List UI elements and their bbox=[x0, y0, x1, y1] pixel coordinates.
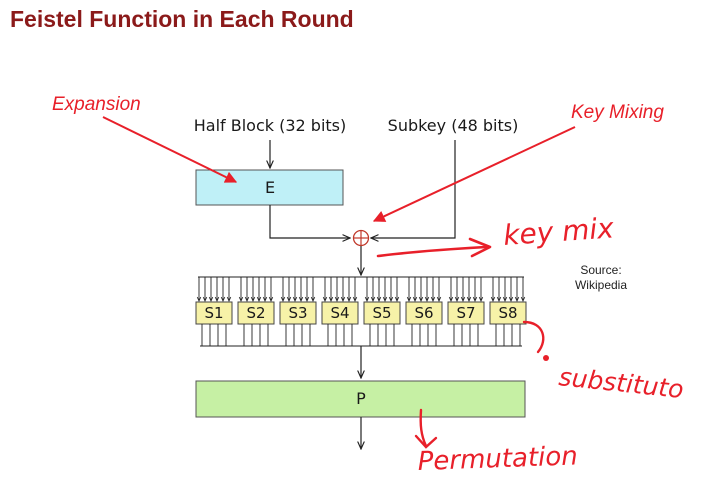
sbox-5 bbox=[363, 301, 401, 325]
sbox-input-arrowhead bbox=[298, 296, 304, 302]
half-block-label: Half Block (32 bits) bbox=[194, 116, 347, 135]
sbox-input-arrowhead bbox=[292, 296, 298, 302]
sbox-group: S1 S2 S3 S4 S5 S6 S7 S8 bbox=[195, 276, 527, 347]
sbox-input-arrowhead bbox=[490, 296, 496, 302]
xor-icon bbox=[352, 229, 370, 247]
sbox-input-arrowhead bbox=[424, 296, 430, 302]
key-mix-handwritten-arrow bbox=[376, 245, 488, 258]
expansion-annotation: Expansion bbox=[52, 94, 141, 115]
sbox-input-arrowhead bbox=[454, 296, 460, 302]
sbox-input-arrowhead bbox=[472, 296, 478, 302]
sbox-input-arrowhead bbox=[460, 296, 466, 302]
sbox-input-arrowhead bbox=[226, 296, 232, 302]
sbox-input-arrowhead bbox=[256, 296, 262, 302]
sbox-input-arrowhead bbox=[406, 296, 412, 302]
slide-title: Feistel Function in Each Round bbox=[10, 6, 354, 32]
permutation-handwritten-arrow bbox=[419, 408, 428, 448]
sbox-label: S3 bbox=[288, 304, 307, 322]
sbox-input-arrowhead bbox=[202, 296, 208, 302]
sbox-input-arrowhead bbox=[244, 296, 250, 302]
sbox-input-arrowhead bbox=[328, 296, 334, 302]
substitution-handwritten-dot bbox=[543, 355, 549, 361]
sbox-input-arrowhead bbox=[196, 296, 202, 302]
permutation-box-label: P bbox=[356, 389, 366, 408]
sbox-input-arrowhead bbox=[376, 296, 382, 302]
key-mix-handwriting: key mix bbox=[502, 211, 615, 252]
permutation-box bbox=[195, 380, 526, 418]
sbox-input-arrowhead bbox=[418, 296, 424, 302]
permutation-handwriting: Permutation bbox=[417, 441, 578, 477]
sbox-input-arrowhead bbox=[262, 296, 268, 302]
source-label: Source: bbox=[580, 263, 621, 277]
sbox-label: S4 bbox=[330, 304, 349, 322]
sbox-input-arrowhead bbox=[352, 296, 358, 302]
sbox-input-arrowhead bbox=[322, 296, 328, 302]
sbox-input-arrowhead bbox=[466, 296, 472, 302]
sbox-input-arrowhead bbox=[478, 296, 484, 302]
sbox-1 bbox=[195, 301, 233, 325]
sbox-label: S6 bbox=[414, 304, 433, 322]
expansion-annotation-arrow bbox=[102, 116, 238, 183]
sbox-input-arrowhead bbox=[286, 296, 292, 302]
sbox-8 bbox=[489, 301, 527, 325]
sbox-input-arrowhead bbox=[280, 296, 286, 302]
sbox-3 bbox=[279, 301, 317, 325]
sbox-label: S7 bbox=[456, 304, 475, 322]
key-mixing-annotation: Key Mixing bbox=[571, 102, 664, 123]
sbox-input-arrowhead bbox=[388, 296, 394, 302]
subkey-label: Subkey (48 bits) bbox=[388, 116, 519, 135]
sbox-input-arrowhead bbox=[508, 296, 514, 302]
sbox-6 bbox=[405, 301, 443, 325]
sbox-input-arrowhead bbox=[346, 296, 352, 302]
sbox-input-arrowhead bbox=[304, 296, 310, 302]
sbox-input-arrowhead bbox=[370, 296, 376, 302]
expansion-box bbox=[195, 169, 344, 206]
permutation-handwritten-arrowhead bbox=[414, 434, 438, 449]
sbox-2 bbox=[237, 301, 275, 325]
sbox-input-arrowhead bbox=[502, 296, 508, 302]
sbox-input-arrowhead bbox=[250, 296, 256, 302]
sbox-label: S8 bbox=[498, 304, 517, 322]
key-mixing-annotation-arrow bbox=[372, 126, 576, 222]
sbox-input-arrowhead bbox=[220, 296, 226, 302]
sbox-7 bbox=[447, 301, 485, 325]
key-mix-handwritten-arrowhead bbox=[468, 237, 492, 258]
sbox-input-arrowhead bbox=[334, 296, 340, 302]
sbox-label: S5 bbox=[372, 304, 391, 322]
sbox-input-arrowhead bbox=[340, 296, 346, 302]
sbox-label: S1 bbox=[204, 304, 223, 322]
sbox-4 bbox=[321, 301, 359, 325]
sbox-input-arrowhead bbox=[310, 296, 316, 302]
sbox-input-arrowhead bbox=[382, 296, 388, 302]
sbox-input-arrowhead bbox=[394, 296, 400, 302]
sbox-input-arrowhead bbox=[430, 296, 436, 302]
sbox-input-arrowhead bbox=[238, 296, 244, 302]
sbox-input-arrowhead bbox=[514, 296, 520, 302]
sbox-input-arrowhead bbox=[268, 296, 274, 302]
sbox-input-arrowhead bbox=[214, 296, 220, 302]
expansion-box-label: E bbox=[265, 178, 275, 197]
sbox-input-arrowhead bbox=[436, 296, 442, 302]
sbox-input-arrowhead bbox=[364, 296, 370, 302]
sbox-input-arrowhead bbox=[520, 296, 526, 302]
substitution-handwriting: substituto bbox=[557, 362, 685, 404]
sbox-input-arrowhead bbox=[208, 296, 214, 302]
sbox-label: S2 bbox=[246, 304, 265, 322]
sbox-input-arrowhead bbox=[448, 296, 454, 302]
substitution-handwritten-arrow bbox=[522, 320, 545, 354]
sbox-input-arrowhead bbox=[496, 296, 502, 302]
sbox-input-arrowhead bbox=[412, 296, 418, 302]
e-to-xor-line bbox=[269, 205, 350, 238]
subkey-to-xor-line bbox=[371, 140, 456, 238]
source-value: Wikipedia bbox=[575, 278, 627, 292]
